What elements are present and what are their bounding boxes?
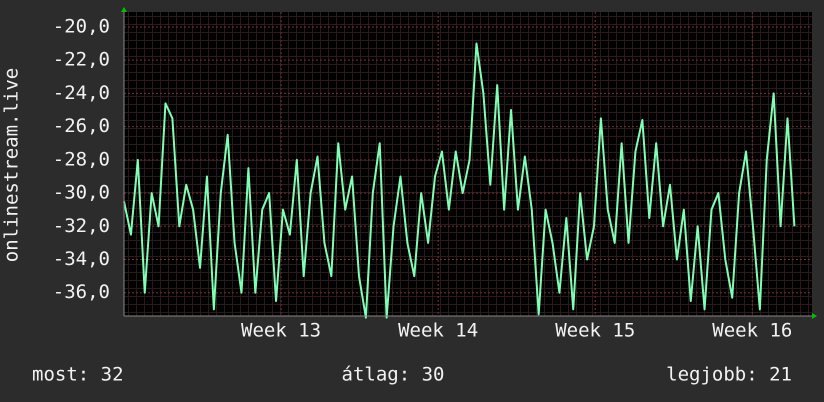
y-tick-label: -24,0 [53,82,110,104]
y-tick-label: -20,0 [53,15,110,37]
y-tick-label: -26,0 [53,115,110,137]
stat-best: legjobb: 21 [666,364,792,386]
x-axis-arrow [812,313,817,319]
x-tick-label: Week 15 [555,320,635,342]
y-tick-label: -32,0 [53,215,110,237]
stat-average: átlag: 30 [342,364,445,386]
y-axis-arrow [121,7,127,12]
y-axis-label: onlinestream.live [1,68,23,262]
x-tick-label: Week 16 [712,320,792,342]
data-line [123,42,796,319]
y-tick-label: -34,0 [53,248,110,270]
x-tick-label: Week 13 [241,320,321,342]
y-tick-label: -36,0 [53,281,110,303]
x-tick-label: Week 14 [398,320,478,342]
y-tick-label: -30,0 [53,182,110,204]
marks [123,42,796,319]
stat-current: most: 32 [32,364,124,386]
y-tick-label: -22,0 [53,49,110,71]
y-tick-label: -28,0 [53,148,110,170]
